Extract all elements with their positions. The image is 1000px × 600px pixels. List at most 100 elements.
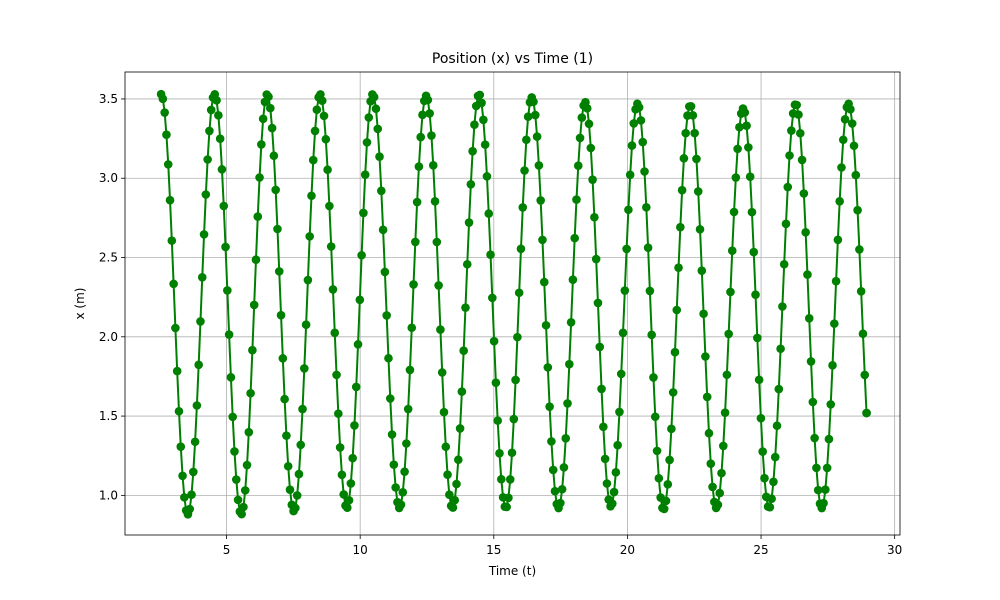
data-point <box>697 266 707 276</box>
y-tick-label: 2.0 <box>99 330 118 344</box>
data-point <box>557 484 567 494</box>
data-point <box>822 463 832 473</box>
series-layer <box>156 89 871 519</box>
data-point <box>475 90 485 100</box>
data-point <box>228 412 237 422</box>
data-point <box>239 502 248 512</box>
data-point <box>335 443 345 452</box>
data-point <box>294 469 304 479</box>
data-point <box>172 366 182 376</box>
data-point <box>310 126 320 136</box>
data-point <box>751 290 760 299</box>
data-point <box>360 170 370 179</box>
data-point <box>849 141 859 151</box>
data-point <box>591 254 601 264</box>
data-point <box>853 205 862 215</box>
data-point <box>670 347 680 357</box>
data-point <box>280 394 289 404</box>
data-point <box>201 190 211 199</box>
data-point <box>307 191 316 201</box>
data-point <box>203 155 212 164</box>
data-point <box>348 453 357 463</box>
data-point <box>377 186 386 196</box>
data-point <box>258 114 268 124</box>
data-point <box>174 406 184 416</box>
data-point <box>717 468 726 478</box>
data-point <box>570 233 579 243</box>
data-point <box>561 434 571 443</box>
data-point <box>178 471 187 481</box>
data-point <box>412 197 422 207</box>
data-point <box>770 452 780 462</box>
data-point <box>769 477 778 487</box>
data-point <box>278 354 288 363</box>
data-point <box>240 486 250 495</box>
data-point <box>813 485 823 495</box>
data-point <box>663 480 673 489</box>
data-point <box>518 203 528 212</box>
data-point <box>468 146 477 156</box>
data-point <box>588 175 597 184</box>
data-point <box>513 332 522 342</box>
data-point <box>480 140 490 149</box>
data-point <box>856 286 866 296</box>
data-point <box>804 314 814 323</box>
data-point <box>523 112 533 121</box>
data-point <box>701 352 710 361</box>
x-tick-label: 30 <box>887 543 902 557</box>
data-point <box>371 104 381 114</box>
data-point <box>575 133 585 143</box>
data-point <box>636 116 646 125</box>
data-point <box>266 103 275 113</box>
data-point <box>505 475 515 484</box>
data-point <box>674 263 683 273</box>
data-point <box>405 365 415 375</box>
data-point <box>731 173 741 182</box>
data-point <box>642 202 651 212</box>
data-point <box>389 460 399 469</box>
data-point <box>509 414 519 424</box>
data-point <box>274 267 284 276</box>
data-point <box>855 245 864 254</box>
data-point <box>219 201 229 211</box>
data-point <box>491 378 501 388</box>
data-point <box>794 110 803 119</box>
y-axis-label: x (m) <box>73 288 87 320</box>
data-point <box>437 368 447 377</box>
data-point <box>158 94 168 104</box>
data-point <box>851 170 861 180</box>
data-point <box>441 442 451 452</box>
data-point <box>733 144 742 154</box>
data-point <box>531 110 540 120</box>
data-point <box>756 413 766 423</box>
data-point <box>835 197 844 206</box>
data-point <box>645 286 655 296</box>
data-point <box>359 208 368 218</box>
data-point <box>577 113 587 122</box>
data-point <box>840 115 850 124</box>
data-point <box>285 485 295 494</box>
y-tick-label: 1.0 <box>99 488 118 502</box>
data-point <box>264 92 273 102</box>
data-point <box>676 222 685 232</box>
data-point <box>466 179 476 189</box>
data-point <box>337 470 347 480</box>
data-point <box>448 503 458 512</box>
data-point <box>321 134 331 144</box>
data-point <box>276 310 286 320</box>
data-point <box>162 130 171 140</box>
data-point <box>427 131 436 140</box>
data-point <box>860 370 870 380</box>
data-point <box>643 243 653 253</box>
data-point <box>727 246 737 256</box>
data-point <box>582 104 592 113</box>
data-point <box>514 288 524 298</box>
data-point <box>792 100 802 110</box>
data-point <box>652 446 662 456</box>
data-point <box>690 128 699 138</box>
data-point <box>704 428 714 438</box>
data-point <box>180 493 189 502</box>
data-point <box>308 155 318 165</box>
data-point <box>541 320 551 330</box>
data-point <box>493 416 502 425</box>
